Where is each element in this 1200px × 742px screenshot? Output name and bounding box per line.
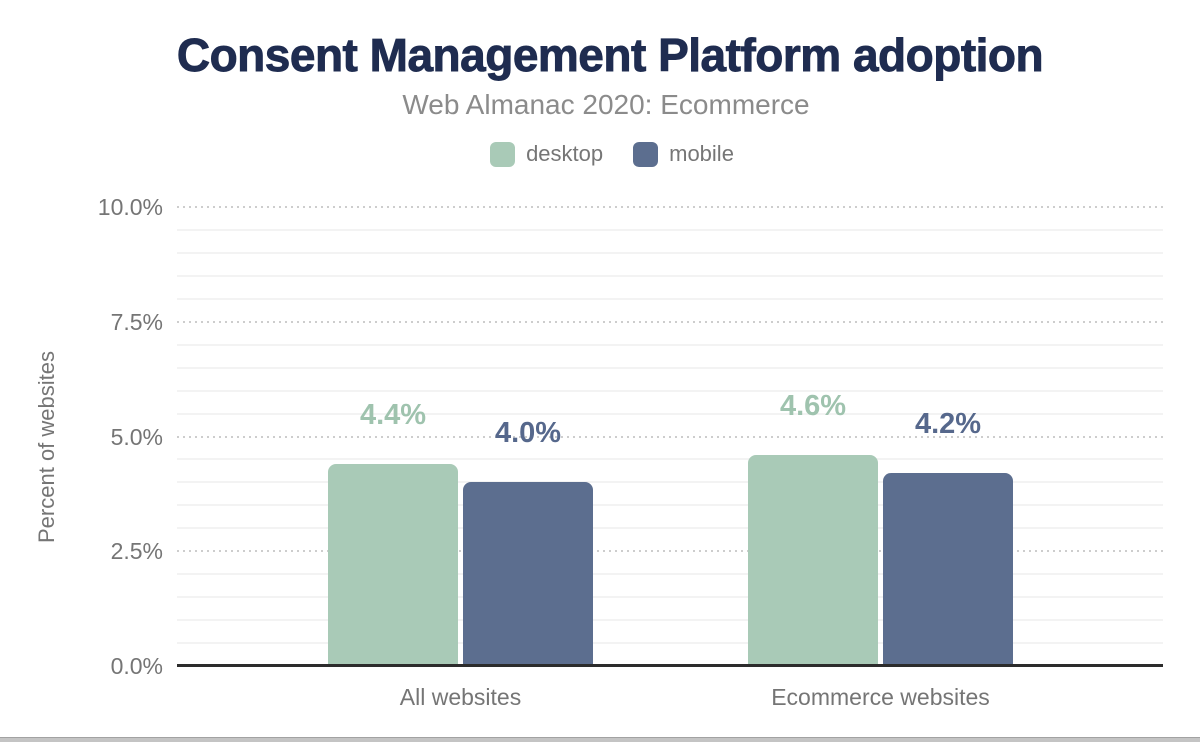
legend-item-mobile: mobile bbox=[633, 141, 734, 167]
gridline-minor bbox=[177, 527, 1163, 530]
gridline-minor bbox=[177, 504, 1163, 507]
x-category-label-1: Ecommerce websites bbox=[771, 684, 990, 710]
bottom-border bbox=[0, 737, 1200, 742]
gridline-minor bbox=[177, 251, 1163, 254]
y-tick-label: 7.5% bbox=[110, 308, 163, 335]
chart-title: Consent Management Platform adoption bbox=[176, 29, 1044, 81]
legend-label-mobile: mobile bbox=[669, 141, 734, 166]
x-category-label-0: All websites bbox=[399, 684, 522, 710]
gridline-minor bbox=[177, 458, 1163, 461]
legend: desktop mobile bbox=[12, 141, 1200, 167]
gridline-major bbox=[177, 206, 1163, 208]
gridline-minor bbox=[177, 481, 1163, 484]
x-axis-line bbox=[177, 664, 1163, 667]
gridline-minor bbox=[177, 412, 1163, 415]
bar-value-label-desktop-1: 4.6% bbox=[779, 389, 847, 422]
legend-swatch-desktop bbox=[490, 141, 516, 167]
y-tick-label: 0.0% bbox=[110, 653, 163, 679]
bar-mobile-0 bbox=[463, 482, 593, 666]
y-tick-label: 5.0% bbox=[110, 423, 163, 450]
bar-value-label-mobile-1: 4.2% bbox=[914, 408, 982, 441]
chart-subtitle: Web Almanac 2020: Ecommerce bbox=[402, 89, 810, 120]
bar-value-label-desktop-0: 4.4% bbox=[359, 399, 427, 432]
y-tick-label: 2.5% bbox=[110, 538, 163, 565]
gridline-minor bbox=[177, 573, 1163, 576]
gridline-major bbox=[177, 550, 1163, 553]
legend-label-desktop: desktop bbox=[526, 141, 604, 166]
gridline-minor bbox=[177, 642, 1163, 645]
gridline-minor bbox=[177, 619, 1163, 622]
legend-swatch-mobile bbox=[633, 141, 659, 167]
legend-item-desktop: desktop bbox=[490, 141, 603, 167]
bar-mobile-1 bbox=[883, 473, 1013, 666]
gridline-major bbox=[177, 435, 1163, 438]
bar-value-label-mobile-0: 4.0% bbox=[494, 417, 562, 450]
gridline-major bbox=[177, 320, 1163, 323]
gridline-minor bbox=[177, 596, 1163, 599]
gridline-minor bbox=[177, 366, 1163, 369]
gridline-minor bbox=[177, 274, 1163, 277]
bar-desktop-1 bbox=[748, 454, 878, 666]
gridline-minor bbox=[177, 297, 1163, 300]
bar-desktop-0 bbox=[328, 464, 458, 666]
gridline-minor bbox=[177, 228, 1163, 231]
gridline-minor bbox=[177, 343, 1163, 346]
gridline-minor bbox=[177, 389, 1163, 392]
y-tick-label: 10.0% bbox=[97, 194, 163, 220]
